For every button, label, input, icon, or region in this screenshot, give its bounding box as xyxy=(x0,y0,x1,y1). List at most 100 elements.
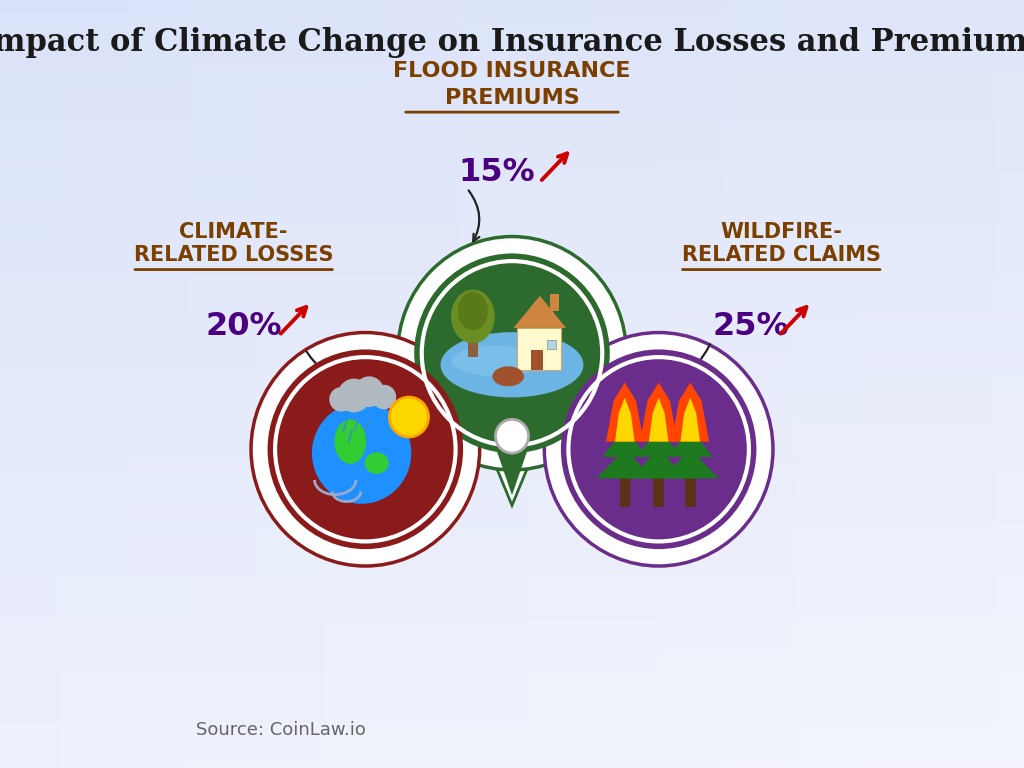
Bar xyxy=(998,0,1007,768)
Bar xyxy=(581,0,589,768)
Bar xyxy=(776,0,785,768)
Bar xyxy=(376,0,384,768)
Bar xyxy=(350,0,358,768)
Polygon shape xyxy=(636,428,681,457)
Bar xyxy=(0,217,1024,224)
Bar xyxy=(0,121,1024,128)
Bar xyxy=(0,601,1024,608)
Bar xyxy=(418,0,427,768)
Bar xyxy=(205,0,213,768)
Text: PREMIUMS: PREMIUMS xyxy=(444,88,580,108)
Bar xyxy=(512,0,520,768)
Bar xyxy=(0,736,1024,743)
Bar xyxy=(862,0,870,768)
Bar xyxy=(0,32,1024,38)
Bar xyxy=(0,621,1024,627)
FancyBboxPatch shape xyxy=(653,476,664,507)
Bar xyxy=(187,0,197,768)
Bar xyxy=(606,0,614,768)
Bar xyxy=(17,0,26,768)
Bar xyxy=(683,0,691,768)
Bar xyxy=(896,0,904,768)
Bar xyxy=(0,647,1024,653)
Circle shape xyxy=(561,349,757,549)
Bar xyxy=(0,723,1024,730)
Bar xyxy=(0,19,1024,25)
Bar xyxy=(307,0,315,768)
Text: RELATED LOSSES: RELATED LOSSES xyxy=(134,245,334,265)
Bar xyxy=(0,608,1024,614)
Bar xyxy=(0,666,1024,672)
Bar xyxy=(0,128,1024,134)
Bar xyxy=(0,25,1024,32)
Bar xyxy=(0,678,1024,685)
Bar xyxy=(734,0,742,768)
Bar xyxy=(0,282,1024,288)
Bar xyxy=(0,697,1024,704)
Bar xyxy=(717,0,725,768)
Polygon shape xyxy=(615,398,635,442)
Circle shape xyxy=(372,385,396,409)
Bar xyxy=(0,653,1024,659)
Bar xyxy=(546,0,555,768)
Bar xyxy=(0,224,1024,230)
Bar xyxy=(0,211,1024,217)
Bar xyxy=(333,0,341,768)
Bar xyxy=(0,307,1024,313)
Bar xyxy=(410,0,418,768)
Bar xyxy=(520,0,529,768)
FancyBboxPatch shape xyxy=(620,476,630,507)
Bar xyxy=(529,0,538,768)
Bar xyxy=(469,0,478,768)
Circle shape xyxy=(354,376,384,407)
Bar xyxy=(0,237,1024,243)
Bar xyxy=(239,0,248,768)
Bar xyxy=(145,0,154,768)
Bar xyxy=(0,359,1024,365)
Bar xyxy=(751,0,760,768)
Bar xyxy=(0,743,1024,749)
Bar xyxy=(0,563,1024,570)
Bar xyxy=(197,0,205,768)
Bar xyxy=(179,0,187,768)
Circle shape xyxy=(415,253,609,453)
Circle shape xyxy=(545,333,773,566)
Bar xyxy=(0,704,1024,710)
Text: WILDFIRE-: WILDFIRE- xyxy=(720,222,842,242)
Bar xyxy=(0,134,1024,141)
Bar xyxy=(0,365,1024,371)
Bar xyxy=(0,480,1024,486)
Bar xyxy=(264,0,273,768)
Bar xyxy=(0,275,1024,282)
Bar xyxy=(8,0,17,768)
Bar xyxy=(486,0,495,768)
Bar xyxy=(699,0,709,768)
Bar xyxy=(0,167,1024,173)
Ellipse shape xyxy=(365,452,389,474)
Bar xyxy=(0,352,1024,359)
Bar xyxy=(495,0,504,768)
Bar xyxy=(0,192,1024,198)
Bar xyxy=(0,551,1024,557)
FancyBboxPatch shape xyxy=(550,294,559,311)
Bar xyxy=(453,0,461,768)
Polygon shape xyxy=(668,428,713,457)
Bar xyxy=(0,762,1024,768)
FancyBboxPatch shape xyxy=(685,476,695,507)
Bar xyxy=(0,243,1024,250)
Bar xyxy=(0,582,1024,589)
Circle shape xyxy=(312,402,412,504)
Bar xyxy=(691,0,699,768)
Bar xyxy=(51,0,59,768)
Bar xyxy=(273,0,282,768)
Bar xyxy=(597,0,606,768)
Bar xyxy=(623,0,632,768)
Bar xyxy=(0,371,1024,378)
Bar xyxy=(504,0,512,768)
Bar xyxy=(981,0,990,768)
Bar xyxy=(802,0,811,768)
Bar xyxy=(0,691,1024,697)
FancyBboxPatch shape xyxy=(468,323,478,357)
Bar xyxy=(0,557,1024,563)
Bar xyxy=(0,442,1024,448)
